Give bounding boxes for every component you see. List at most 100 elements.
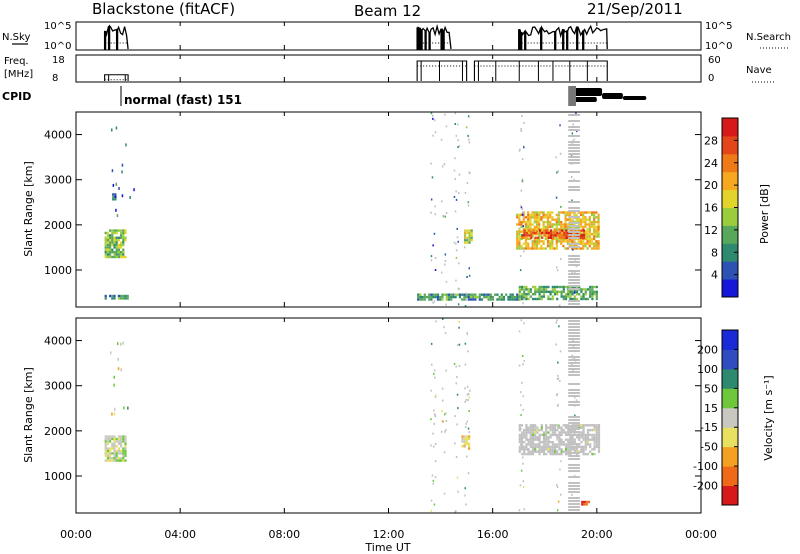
data-cell	[574, 229, 577, 232]
data-cell	[571, 290, 574, 293]
data-cell	[518, 448, 521, 451]
colorbar-tick-label: -100	[693, 460, 718, 473]
data-cell	[569, 426, 572, 429]
cpid-blob	[570, 88, 603, 96]
data-cell	[562, 440, 565, 444]
data-cell	[568, 476, 580, 478]
data-cell	[122, 239, 125, 242]
data-cell	[591, 448, 594, 451]
data-cell	[120, 459, 123, 462]
data-cell	[520, 431, 524, 434]
data-cell	[435, 394, 437, 397]
data-cell	[124, 437, 127, 441]
data-cell	[545, 438, 548, 441]
data-cell	[597, 235, 600, 238]
data-cell	[595, 431, 598, 434]
data-cell	[106, 236, 109, 239]
data-cell	[568, 443, 580, 445]
data-cell	[454, 123, 456, 125]
data-cell	[466, 236, 469, 239]
data-cell	[560, 205, 562, 208]
data-cell	[520, 128, 522, 131]
data-cell	[542, 228, 545, 231]
data-cell	[455, 134, 458, 137]
data-cell	[597, 431, 601, 434]
data-cell	[524, 220, 528, 224]
data-cell	[106, 447, 109, 450]
data-cell	[122, 447, 125, 450]
data-cell	[556, 297, 559, 301]
cpid-program: normal (fast) 151	[124, 93, 242, 107]
colorbar-segment	[722, 466, 738, 487]
data-cell	[546, 213, 550, 217]
data-cell	[109, 234, 112, 237]
data-cell	[584, 244, 587, 248]
data-cell	[542, 288, 546, 291]
data-cell	[455, 190, 457, 193]
data-cell	[568, 383, 580, 385]
data-cell	[115, 253, 118, 256]
data-cell	[480, 298, 484, 301]
data-cell	[120, 342, 122, 346]
data-cell	[523, 450, 526, 453]
data-cell	[113, 239, 116, 242]
data-cell	[553, 445, 557, 449]
data-cell	[115, 449, 118, 453]
data-cell	[582, 438, 585, 441]
data-cell	[423, 295, 426, 299]
data-cell	[523, 445, 526, 449]
data-cell	[586, 436, 590, 439]
data-cell	[527, 290, 530, 293]
data-cell	[546, 240, 550, 243]
data-cell	[546, 225, 550, 229]
data-cell	[595, 225, 598, 229]
data-cell	[518, 290, 521, 293]
data-cell	[518, 509, 521, 512]
data-cell	[545, 290, 548, 293]
data-cell	[593, 440, 596, 444]
data-cell	[113, 459, 116, 462]
data-cell	[540, 244, 543, 248]
data-cell	[458, 145, 461, 148]
data-cell	[111, 169, 114, 173]
data-cell	[580, 424, 583, 427]
data-cell	[489, 298, 492, 301]
data-cell	[445, 298, 448, 301]
data-cell	[586, 230, 589, 233]
data-cell	[434, 293, 437, 296]
data-cell	[567, 431, 570, 434]
data-cell	[535, 220, 539, 224]
data-cell	[538, 448, 541, 451]
data-cell	[593, 436, 596, 439]
data-cell	[419, 293, 422, 296]
data-cell	[521, 355, 524, 357]
data-cell	[115, 231, 118, 235]
nave-tick-bottom: 0	[708, 73, 714, 84]
data-cell	[560, 493, 562, 496]
data-cell	[556, 509, 559, 512]
data-cell	[431, 176, 434, 179]
data-cell	[535, 216, 539, 219]
data-cell	[564, 220, 567, 224]
data-cell	[560, 242, 563, 245]
data-cell	[439, 295, 442, 299]
data-cell	[466, 455, 468, 458]
data-cell	[419, 295, 422, 299]
data-cell	[115, 445, 118, 448]
data-cell	[544, 237, 547, 241]
data-cell	[540, 285, 543, 289]
data-cell	[543, 229, 546, 232]
data-cell	[568, 404, 580, 406]
data-cell	[487, 295, 490, 299]
data-cell	[120, 251, 123, 254]
data-cell	[555, 242, 558, 245]
data-cell	[433, 503, 436, 506]
data-cell	[456, 393, 459, 396]
data-cell	[458, 343, 461, 346]
data-cell	[457, 303, 460, 306]
data-cell	[582, 452, 585, 456]
colorbar-segment	[722, 135, 738, 155]
data-cell	[567, 438, 570, 441]
data-cell	[538, 237, 541, 241]
data-cell	[523, 452, 526, 456]
